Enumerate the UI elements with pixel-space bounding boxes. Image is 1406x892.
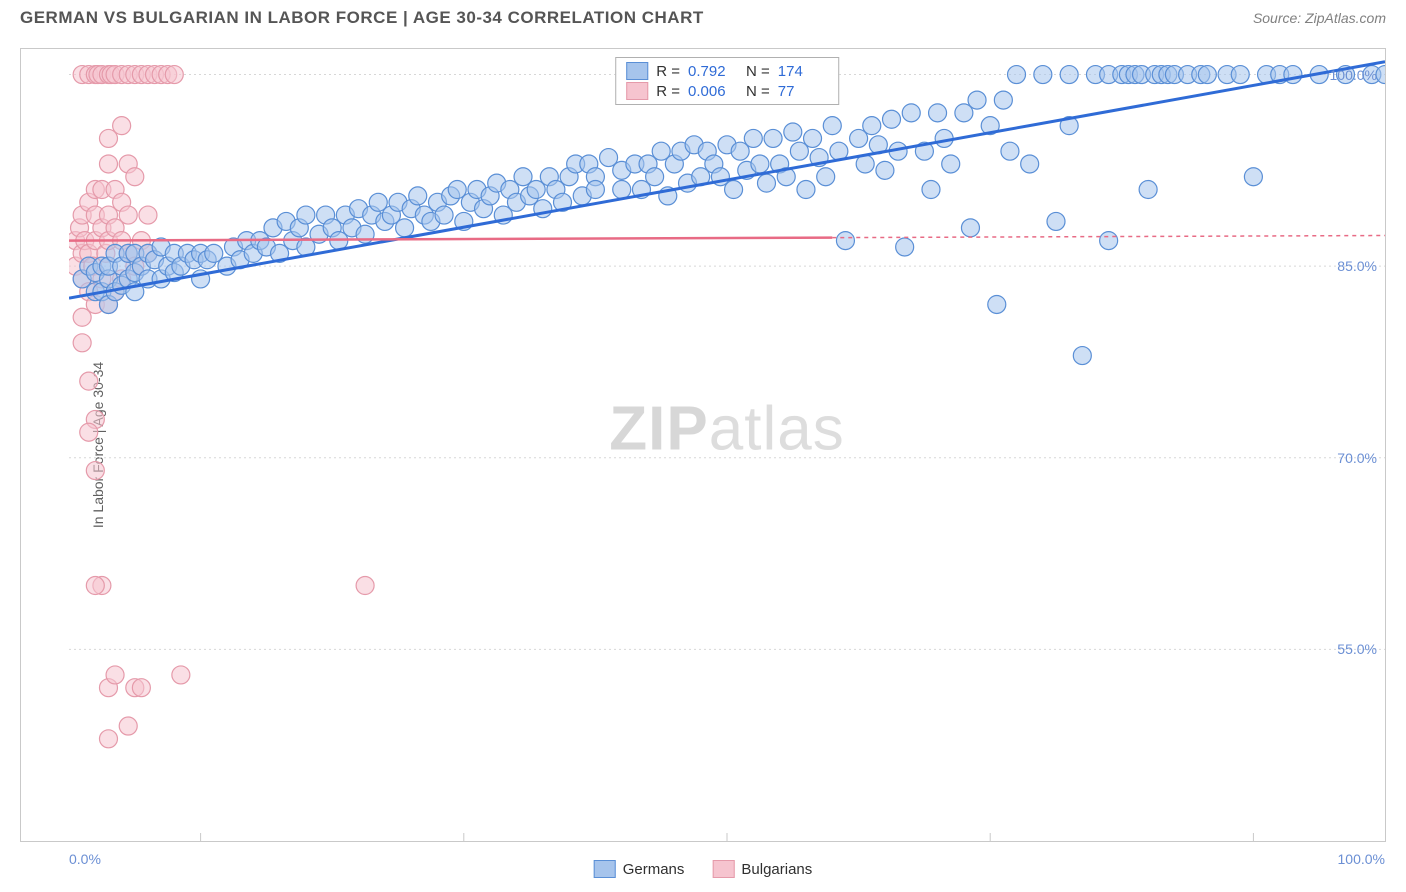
swatch-bulgarian [626,82,648,100]
plot-svg [69,49,1385,841]
y-tick-label: 85.0% [1337,258,1377,274]
y-tick-label: 70.0% [1337,450,1377,466]
german-r-value: 0.792 [688,63,738,80]
source-label: Source: ZipAtlas.com [1253,10,1386,26]
chart-title: GERMAN VS BULGARIAN IN LABOR FORCE | AGE… [20,8,704,28]
stats-row-german: R = 0.792 N = 174 [626,61,828,81]
y-tick-label: 55.0% [1337,641,1377,657]
x-min-label: 0.0% [69,851,101,867]
bulgarian-r-value: 0.006 [688,83,738,100]
bulgarian-n-value: 77 [778,83,828,100]
stats-box: R = 0.792 N = 174 R = 0.006 N = 77 [615,57,839,105]
legend-bulgarian: Bulgarians [712,860,812,878]
y-tick-label: 100.0% [1330,67,1377,83]
swatch-german [626,62,648,80]
legend-german: Germans [594,860,685,878]
legend-label-german: Germans [623,861,685,878]
plot-area: ZIPatlas R = 0.792 N = 174 R = 0.006 N =… [69,49,1385,841]
x-max-label: 100.0% [1338,851,1385,867]
german-n-value: 174 [778,63,828,80]
legend-swatch-bulgarian [712,860,734,878]
stats-row-bulgarian: R = 0.006 N = 77 [626,81,828,101]
chart-container: In Labor Force | Age 30-34 ZIPatlas R = … [20,48,1386,842]
legend-swatch-german [594,860,616,878]
bottom-legend: Germans Bulgarians [594,860,813,878]
legend-label-bulgarian: Bulgarians [741,861,812,878]
